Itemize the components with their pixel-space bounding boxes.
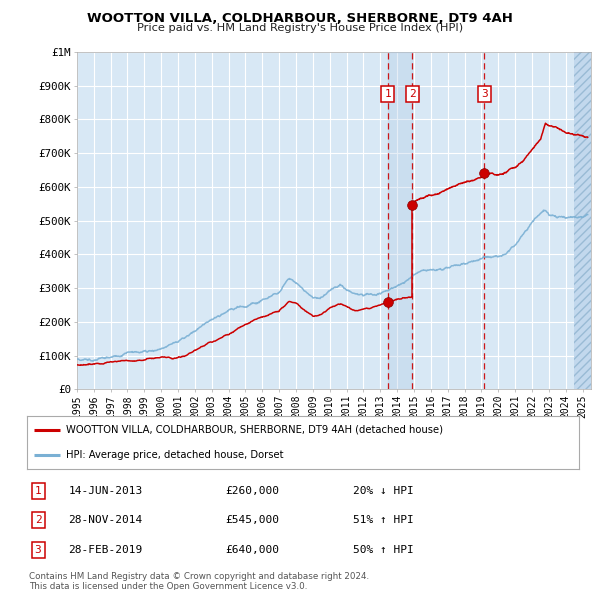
Text: 2: 2 (35, 515, 41, 525)
Text: WOOTTON VILLA, COLDHARBOUR, SHERBORNE, DT9 4AH: WOOTTON VILLA, COLDHARBOUR, SHERBORNE, D… (87, 12, 513, 25)
Text: Contains HM Land Registry data © Crown copyright and database right 2024.: Contains HM Land Registry data © Crown c… (29, 572, 369, 581)
Bar (388, 52, 412, 389)
Text: 20% ↓ HPI: 20% ↓ HPI (353, 486, 413, 496)
Text: HPI: Average price, detached house, Dorset: HPI: Average price, detached house, Dors… (65, 450, 283, 460)
Text: 3: 3 (35, 545, 41, 555)
Text: 28-FEB-2019: 28-FEB-2019 (68, 545, 143, 555)
Text: 14-JUN-2013: 14-JUN-2013 (68, 486, 143, 496)
Text: £640,000: £640,000 (226, 545, 280, 555)
Text: 28-NOV-2014: 28-NOV-2014 (68, 515, 143, 525)
Text: 2: 2 (409, 89, 416, 99)
Text: 1: 1 (35, 486, 41, 496)
Text: £545,000: £545,000 (226, 515, 280, 525)
Text: £260,000: £260,000 (226, 486, 280, 496)
Text: 1: 1 (385, 89, 391, 99)
Text: 50% ↑ HPI: 50% ↑ HPI (353, 545, 413, 555)
Text: WOOTTON VILLA, COLDHARBOUR, SHERBORNE, DT9 4AH (detached house): WOOTTON VILLA, COLDHARBOUR, SHERBORNE, D… (65, 425, 443, 435)
Text: 3: 3 (481, 89, 487, 99)
Text: This data is licensed under the Open Government Licence v3.0.: This data is licensed under the Open Gov… (29, 582, 307, 590)
Text: 51% ↑ HPI: 51% ↑ HPI (353, 515, 413, 525)
Text: Price paid vs. HM Land Registry's House Price Index (HPI): Price paid vs. HM Land Registry's House … (137, 23, 463, 33)
